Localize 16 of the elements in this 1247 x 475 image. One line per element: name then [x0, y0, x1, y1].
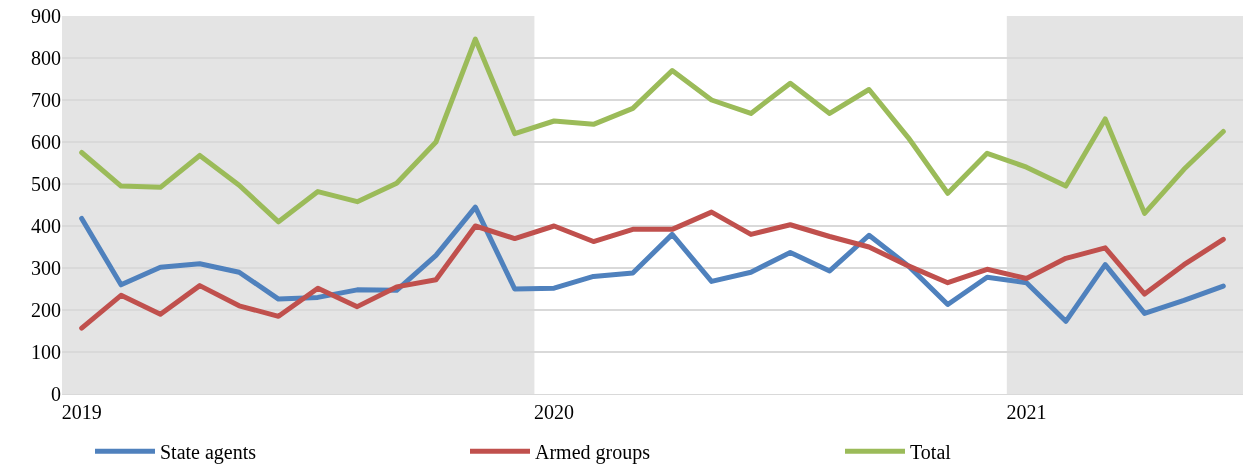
y-tick-label: 500: [31, 173, 61, 195]
x-tick-label: 2020: [534, 401, 575, 423]
legend-label: State agents: [160, 441, 257, 465]
y-tick-label: 0: [51, 383, 61, 405]
legend-label: Armed groups: [535, 441, 651, 465]
x-tick-label: 2019: [61, 401, 102, 423]
y-tick-label: 200: [31, 299, 61, 321]
y-tick-label: 400: [31, 215, 61, 237]
y-tick-label: 600: [31, 131, 61, 153]
y-tick-label: 300: [31, 257, 61, 279]
y-tick-label: 800: [31, 47, 61, 69]
legend-label: Total: [910, 441, 952, 464]
x-tick-label: 2021: [1006, 401, 1047, 423]
y-tick-label: 700: [31, 89, 61, 111]
y-tick-label: 100: [31, 341, 61, 363]
y-tick-label: 900: [31, 5, 61, 27]
